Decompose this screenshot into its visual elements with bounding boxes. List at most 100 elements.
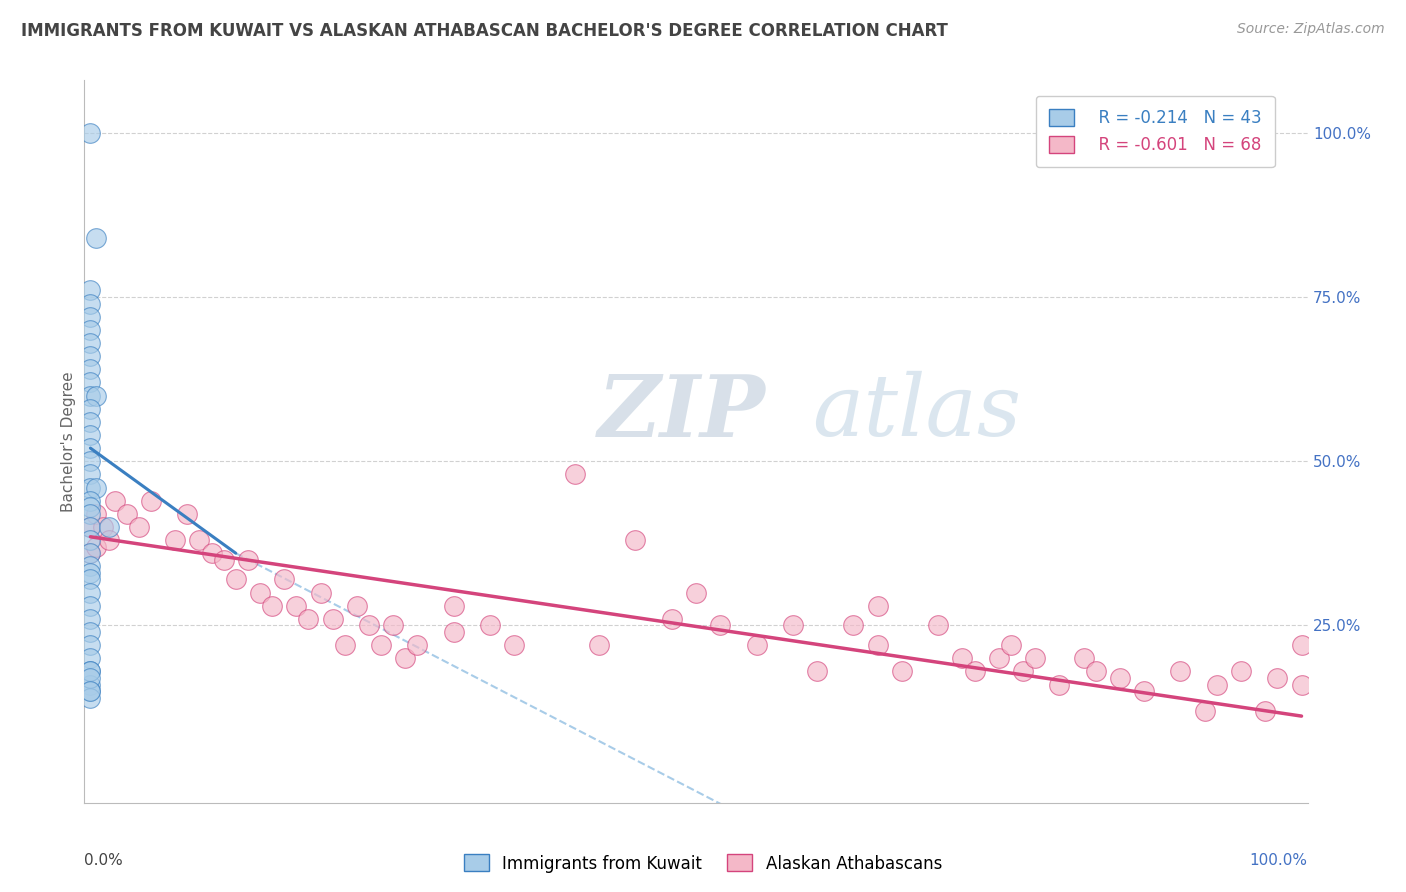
Point: [79, 684, 101, 698]
Point: [79, 665, 101, 679]
Point: [86, 540, 108, 554]
Point: [1291, 677, 1313, 691]
Point: [225, 573, 247, 587]
Point: [188, 533, 211, 547]
Point: [79, 546, 101, 560]
Point: [79, 336, 101, 351]
Point: [79, 126, 101, 140]
Point: [745, 638, 768, 652]
Point: [79, 599, 101, 613]
Point: [79, 684, 101, 698]
Point: [782, 618, 804, 632]
Point: [273, 573, 295, 587]
Point: [115, 507, 138, 521]
Point: [79, 612, 101, 626]
Point: [165, 533, 187, 547]
Point: [333, 638, 356, 652]
Point: [382, 618, 405, 632]
Point: [176, 507, 198, 521]
Point: [236, 553, 259, 567]
Point: [588, 638, 610, 652]
Text: 0.0%: 0.0%: [84, 854, 124, 869]
Point: [79, 573, 101, 587]
Point: [503, 638, 526, 652]
Point: [1084, 665, 1107, 679]
Point: [128, 520, 150, 534]
Point: [212, 553, 235, 567]
Point: [79, 520, 101, 534]
Point: [79, 401, 101, 416]
Point: [249, 585, 271, 599]
Point: [79, 349, 101, 363]
Point: [79, 546, 101, 560]
Point: [91, 520, 114, 534]
Point: [1254, 704, 1277, 718]
Point: [86, 507, 108, 521]
Point: [97, 533, 120, 547]
Point: [79, 454, 101, 468]
Legend: Immigrants from Kuwait, Alaskan Athabascans: Immigrants from Kuwait, Alaskan Athabasc…: [457, 847, 949, 880]
Point: [79, 493, 101, 508]
Point: [200, 546, 222, 560]
Point: [890, 665, 912, 679]
Point: [806, 665, 828, 679]
Point: [443, 625, 465, 640]
Point: [79, 566, 101, 580]
Point: [79, 388, 101, 402]
Point: [564, 467, 586, 482]
Point: [346, 599, 368, 613]
Point: [406, 638, 429, 652]
Point: [79, 507, 101, 521]
Point: [79, 500, 101, 515]
Point: [1047, 677, 1070, 691]
Point: [139, 493, 162, 508]
Point: [927, 618, 949, 632]
Point: [1133, 684, 1156, 698]
Point: [963, 665, 986, 679]
Point: [79, 651, 101, 665]
Point: [1194, 704, 1216, 718]
Point: [262, 599, 284, 613]
Point: [952, 651, 974, 665]
Point: [79, 625, 101, 640]
Point: [79, 362, 101, 376]
Text: IMMIGRANTS FROM KUWAIT VS ALASKAN ATHABASCAN BACHELOR'S DEGREE CORRELATION CHART: IMMIGRANTS FROM KUWAIT VS ALASKAN ATHABA…: [21, 22, 948, 40]
Point: [79, 520, 101, 534]
Point: [394, 651, 416, 665]
Point: [357, 618, 380, 632]
Point: [79, 467, 101, 482]
Text: 100.0%: 100.0%: [1250, 854, 1308, 869]
Point: [661, 612, 683, 626]
Point: [624, 533, 647, 547]
Point: [79, 533, 101, 547]
Text: atlas: atlas: [813, 371, 1021, 454]
Point: [79, 665, 101, 679]
Point: [79, 310, 101, 324]
Point: [79, 284, 101, 298]
Point: [1108, 671, 1130, 685]
Point: [842, 618, 865, 632]
Point: [86, 388, 108, 402]
Point: [79, 296, 101, 310]
Point: [1012, 665, 1035, 679]
Point: [86, 231, 108, 245]
Point: [685, 585, 707, 599]
Point: [79, 559, 101, 574]
Point: [79, 428, 101, 442]
Point: [987, 651, 1010, 665]
Point: [79, 376, 101, 390]
Point: [866, 638, 889, 652]
Point: [79, 323, 101, 337]
Point: [79, 481, 101, 495]
Point: [443, 599, 465, 613]
Point: [1230, 665, 1253, 679]
Point: [97, 520, 120, 534]
Point: [79, 671, 101, 685]
Y-axis label: Bachelor's Degree: Bachelor's Degree: [60, 371, 76, 512]
Point: [297, 612, 319, 626]
Point: [79, 585, 101, 599]
Point: [479, 618, 502, 632]
Point: [86, 481, 108, 495]
Point: [79, 638, 101, 652]
Point: [285, 599, 308, 613]
